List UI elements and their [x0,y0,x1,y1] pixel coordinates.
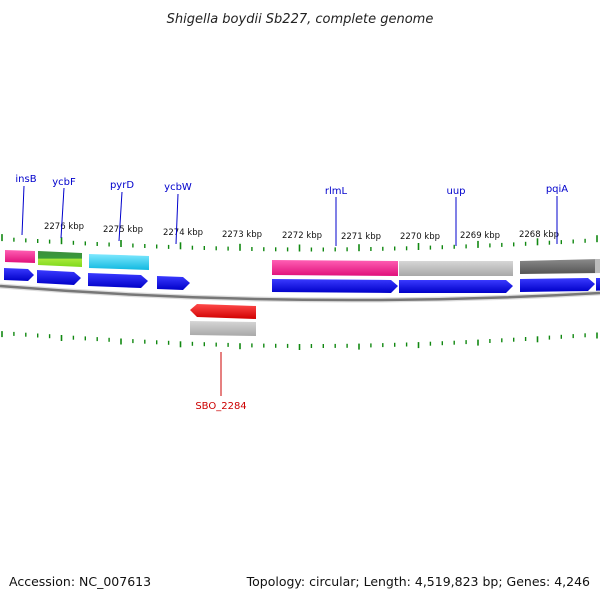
feature-sbo2284[interactable] [190,321,256,336]
scale-label: 2276 kbp [44,222,84,232]
scale-label: 2274 kbp [163,228,203,238]
feature-bars [5,250,600,276]
scale-label: 2271 kbp [341,232,381,242]
feature-edge [595,259,600,273]
feature-pqia[interactable] [520,259,600,274]
cds-arrow[interactable] [37,270,81,285]
scale-label: 2269 kbp [460,231,500,241]
gene-leader-lines [21,185,558,246]
leader-line [118,191,123,242]
cds-arrow[interactable] [399,280,513,293]
scale-label: 2272 kbp [282,231,322,241]
gene-label-sbo2284[interactable]: SBO_2284 [195,401,246,412]
cds-arrow[interactable] [88,273,148,288]
leader-line [175,193,179,245]
cds-forward [4,268,600,293]
feature-ycbf[interactable] [38,251,82,267]
feature-rlml[interactable] [272,260,398,276]
scale-label: 2273 kbp [222,230,262,240]
gene-label-uup[interactable]: uup [446,186,465,197]
genome-backbone [0,284,600,302]
gene-label-ycbf[interactable]: ycbF [52,177,76,188]
scale-label: 2270 kbp [400,232,440,242]
gene-label-rlml[interactable]: rlmL [325,186,348,197]
cds-reverse [190,304,256,336]
accession-text: Accession: NC_007613 [9,574,151,589]
leader-line [60,187,65,239]
cds-arrow[interactable] [272,279,398,293]
genome-summary: Topology: circular; Length: 4,519,823 bp… [246,574,590,589]
scale-labels: 2276 kbp 2275 kbp 2274 kbp 2273 kbp 2272… [44,222,559,242]
gene-label-ycbw[interactable]: ycbW [164,182,192,193]
feature-insb[interactable] [5,250,35,263]
top-gene-labels: insB ycbF pyrD ycbW rlmL uup pqiA [15,174,568,197]
gene-label-insb[interactable]: insB [15,174,36,185]
feature-pyrd[interactable] [89,254,149,270]
feature-uup[interactable] [399,261,513,276]
gene-label-pqia[interactable]: pqiA [546,184,568,195]
gene-label-pyrd[interactable]: pyrD [110,180,134,191]
scale-ticks [1,234,598,350]
leader-line [21,185,25,236]
scale-label: 2268 kbp [519,230,559,240]
cds-arrow[interactable] [4,268,34,281]
cds-arrow[interactable] [157,276,190,290]
cds-sbo2284[interactable] [190,304,256,319]
scale-label: 2275 kbp [103,225,143,235]
genome-title: Shigella boydii Sb227, complete genome [167,12,434,27]
cds-arrow[interactable] [596,278,600,291]
cds-arrow[interactable] [520,278,595,292]
